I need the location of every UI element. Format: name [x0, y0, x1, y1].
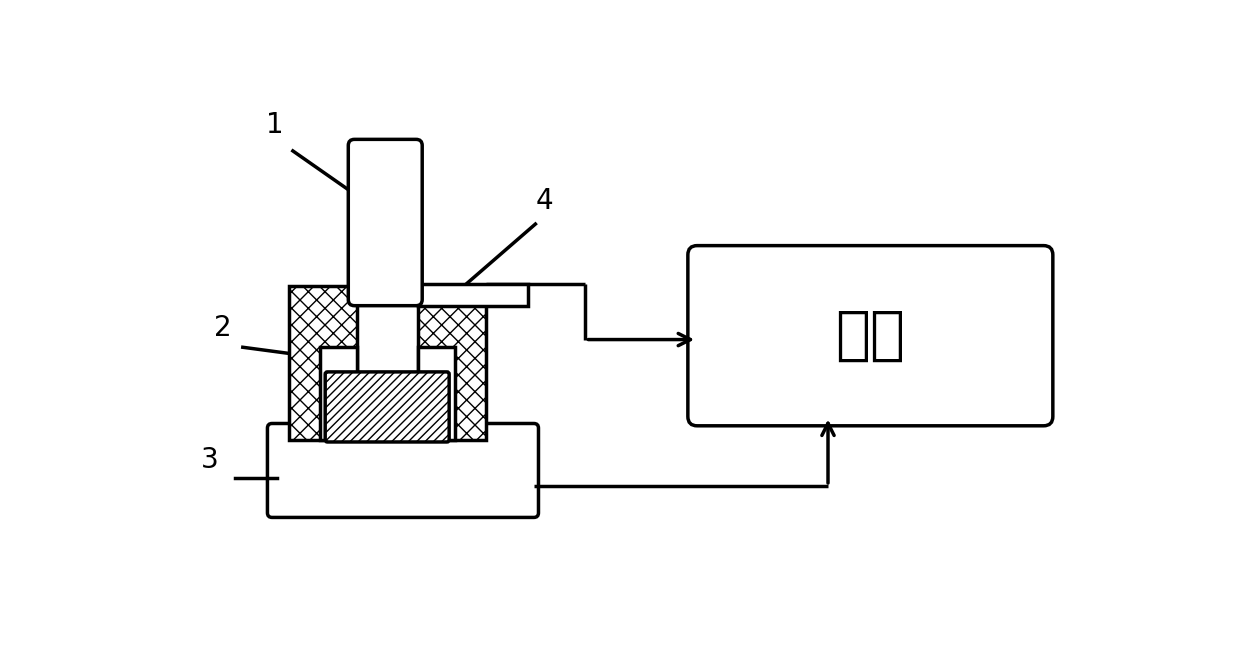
Bar — [418, 284, 528, 306]
Text: 1: 1 — [265, 111, 284, 139]
Bar — [289, 286, 357, 439]
FancyBboxPatch shape — [325, 372, 449, 442]
Text: 3: 3 — [201, 446, 218, 474]
Bar — [418, 347, 455, 439]
FancyBboxPatch shape — [348, 139, 422, 306]
FancyBboxPatch shape — [688, 246, 1053, 426]
Text: 2: 2 — [213, 314, 231, 341]
FancyBboxPatch shape — [268, 424, 538, 518]
Text: 电脑: 电脑 — [836, 307, 905, 364]
Bar — [320, 347, 357, 439]
Bar — [418, 286, 486, 439]
Text: 4: 4 — [536, 187, 553, 214]
